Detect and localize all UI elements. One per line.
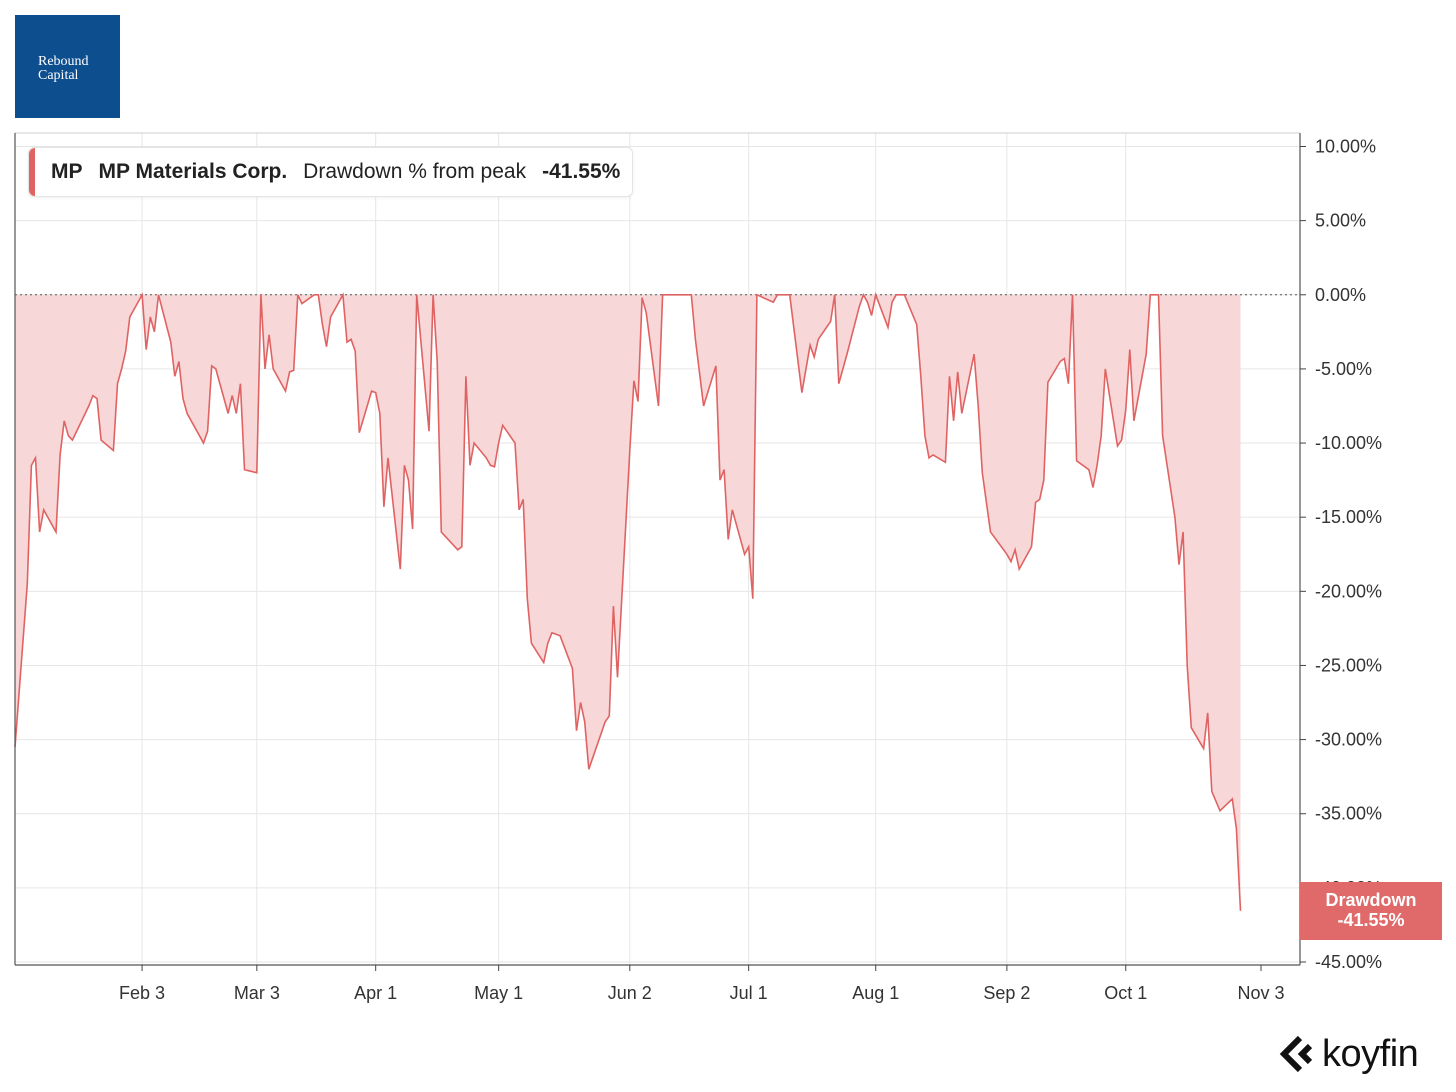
y-tick-label: -45.00% xyxy=(1315,952,1382,972)
x-tick-label: Mar 3 xyxy=(234,983,280,1003)
y-tick-label: -35.00% xyxy=(1315,804,1382,824)
y-tick-label: 10.00% xyxy=(1315,137,1376,157)
logo-line-2: Capital xyxy=(38,68,79,83)
y-tick-label: -20.00% xyxy=(1315,581,1382,601)
x-tick-label: Aug 1 xyxy=(852,983,899,1003)
koyfin-brand: koyfin xyxy=(1278,1032,1419,1076)
legend-ticker: MP xyxy=(51,160,83,183)
legend-company-name: MP Materials Corp. xyxy=(98,160,288,183)
drawdown-series-line xyxy=(14,291,1242,911)
koyfin-logo-icon xyxy=(1279,1035,1313,1073)
x-tick-label: May 1 xyxy=(474,983,523,1003)
x-tick-label: Feb 3 xyxy=(119,983,165,1003)
y-tick-label: -15.00% xyxy=(1315,507,1382,527)
badge-value: -41.55% xyxy=(1337,910,1405,930)
x-tick-label: Apr 1 xyxy=(354,983,397,1003)
y-tick-label: -10.00% xyxy=(1315,433,1382,453)
y-axis: 10.00% 5.00% 0.00% -5.00% -10.00% -15.00% -20.… xyxy=(1300,137,1382,972)
drawdown-area xyxy=(15,294,1241,911)
x-tick-label: Oct 1 xyxy=(1104,983,1147,1003)
last-value-badge: Drawdown -41.55% xyxy=(1300,882,1442,940)
rebound-capital-logo: Rebound Capital xyxy=(15,15,120,118)
y-tick-label: 5.00% xyxy=(1315,211,1366,231)
x-tick-label: Jun 2 xyxy=(608,983,652,1003)
y-tick-label: 0.00% xyxy=(1315,285,1366,305)
legend-value: -41.55% xyxy=(542,160,621,183)
series-legend: MP MP Materials Corp. Drawdown % from pe… xyxy=(28,147,634,197)
x-tick-label: Jul 1 xyxy=(730,983,768,1003)
x-tick-label: Nov 3 xyxy=(1237,983,1284,1003)
legend-metric: Drawdown % from peak xyxy=(303,160,527,183)
x-tick-label: Sep 2 xyxy=(983,983,1030,1003)
plot-frame xyxy=(14,132,1301,966)
badge-label: Drawdown xyxy=(1325,890,1417,910)
y-tick-label: -5.00% xyxy=(1315,359,1372,379)
x-axis: Feb 3 Mar 3 Apr 1 May 1 Jun 2 Jul 1 Aug 1 Sep 2… xyxy=(119,965,1285,1003)
y-tick-label: -25.00% xyxy=(1315,655,1382,675)
logo-line-1: Rebound xyxy=(38,54,89,69)
y-tick-label: -30.00% xyxy=(1315,730,1382,750)
koyfin-wordmark: koyfin xyxy=(1322,1032,1419,1075)
grid-lines xyxy=(15,133,1300,965)
series-swatch xyxy=(29,148,35,196)
